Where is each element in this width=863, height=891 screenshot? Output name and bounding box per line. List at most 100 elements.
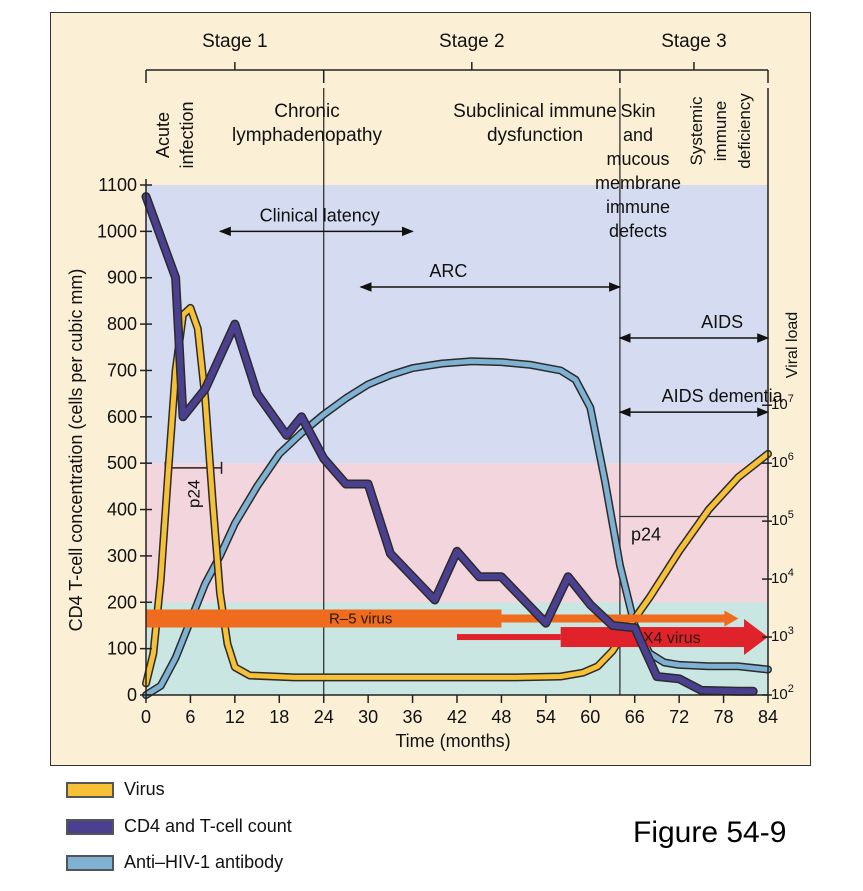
phase-label-acute-infection-line-1: infection	[177, 101, 197, 168]
y-tick-label-10: 1000	[97, 221, 137, 241]
y-tick-label-8: 800	[107, 314, 137, 334]
range-label-2: AIDS	[701, 312, 743, 332]
x-tick-label-13: 78	[714, 707, 734, 727]
phase-label-skin-mucous-line-5: defects	[609, 221, 667, 241]
x-tick-label-5: 30	[358, 707, 378, 727]
figure-label: Figure 54-9	[633, 816, 787, 849]
p24-late-label: p24	[631, 525, 661, 545]
y2-tick-exp-1: 3	[788, 625, 794, 637]
phase-label-systemic-line-0: Systemic	[687, 96, 706, 165]
range-label-3: AIDS dementia	[662, 386, 784, 406]
y2-tick-exp-4: 6	[788, 451, 794, 463]
legend-swatch-cd4	[66, 818, 114, 835]
phase-label-chronic-lymphadenopathy-line-0: Chronic	[274, 101, 339, 122]
range-label-1: ARC	[429, 261, 467, 281]
background-band-1	[146, 463, 768, 603]
x-tick-label-11: 66	[625, 707, 645, 727]
y2-tick-label-5: 107	[771, 393, 794, 413]
r5-virus-label: R–5 virus	[329, 611, 392, 628]
range-label-0: Clinical latency	[260, 205, 380, 225]
x4-arrow-tail	[457, 634, 561, 641]
y2-tick-exp-5: 7	[788, 393, 794, 405]
y-tick-label-11: 1100	[98, 175, 137, 195]
y-axis-label: CD4 T-cell concentration (cells per cubi…	[66, 269, 86, 632]
virus-arrow-0: R–5 virus	[146, 609, 739, 628]
y2-axis-label-group: Viral load	[784, 312, 801, 378]
stage-label-2: Stage 3	[661, 31, 727, 52]
y-tick-label-6: 600	[107, 407, 137, 427]
y2-tick-base-3: 10	[771, 512, 788, 529]
phase-label-systemic-line-2: deficiency	[735, 93, 754, 169]
x4-arrow-body	[560, 627, 746, 648]
phase-label-subclinical: Subclinical immune dysfunction	[453, 101, 617, 146]
x-tick-label-0: 0	[141, 707, 151, 727]
y-axis-label-group: CD4 T-cell concentration (cells per cubi…	[66, 269, 86, 632]
x-axis-label: Time (months)	[395, 731, 510, 751]
r5-arrow-body	[146, 609, 502, 628]
phase-label-skin-mucous: Skin and mucous membrane immune defects	[595, 101, 681, 241]
y2-tick-base-1: 10	[771, 628, 788, 645]
y2-tick-label-0: 102	[771, 683, 794, 703]
y-tick-label-1: 100	[107, 639, 137, 659]
series-line-cd4	[143, 193, 757, 695]
y-tick-label-4: 400	[107, 500, 137, 520]
p24-early-group: p24	[184, 480, 203, 508]
legend-label-antibody: Anti–HIV-1 antibody	[124, 852, 284, 872]
x-tick-label-10: 60	[580, 707, 600, 727]
x4-virus-label: X4 virus	[643, 630, 701, 647]
hiv-progression-chart: Stage 1 Stage 2 Stage 3 Acute infection Chron…	[66, 31, 801, 751]
y-tick-label-9: 900	[107, 268, 137, 288]
y-tick-label-0: 0	[127, 685, 137, 705]
legend-item-antibody: Anti–HIV-1 antibody	[66, 852, 283, 873]
y2-tick-base-4: 10	[771, 454, 788, 471]
y2-tick-label-3: 105	[771, 509, 794, 529]
x-tick-label-1: 6	[185, 707, 195, 727]
y-tick-label-2: 200	[107, 592, 137, 612]
x-tick-label-8: 48	[491, 707, 511, 727]
virus-arrow-1: X4 virus	[457, 619, 768, 656]
phase-label-skin-mucous-line-3: membrane	[595, 173, 681, 193]
phase-label-skin-mucous-line-2: mucous	[606, 149, 669, 169]
y-tick-label-7: 700	[107, 360, 137, 380]
legend-label-virus: Virus	[124, 779, 165, 799]
x-tick-label-6: 36	[403, 707, 423, 727]
stage-label-0: Stage 1	[202, 31, 268, 52]
legend-item-cd4: CD4 and T-cell count	[66, 816, 292, 837]
legend-swatch-antibody	[66, 854, 114, 871]
phase-label-chronic-lymphadenopathy: Chronic lymphadenopathy	[232, 101, 382, 146]
x-tick-label-9: 54	[536, 707, 556, 727]
legend-label-cd4: CD4 and T-cell count	[124, 816, 292, 836]
phase-label-skin-mucous-line-4: immune	[606, 197, 670, 217]
phase-label-skin-mucous-line-0: Skin	[620, 101, 655, 121]
x4-arrow-head	[744, 619, 768, 656]
x-tick-label-12: 72	[669, 707, 689, 727]
y2-tick-base-2: 10	[771, 570, 788, 587]
x-tick-label-14: 84	[758, 707, 778, 727]
phase-label-systemic-line-1: immune	[711, 101, 730, 161]
y2-tick-label-2: 104	[771, 567, 794, 587]
y2-tick-label-4: 106	[771, 451, 794, 471]
legend-swatch-virus	[66, 781, 114, 798]
y2-tick-base-0: 10	[771, 686, 788, 703]
x-tick-label-7: 42	[447, 707, 467, 727]
y2-tick-base-5: 10	[771, 396, 788, 413]
phase-label-subclinical-line-1: dysfunction	[487, 125, 583, 146]
r5-arrow-tail	[501, 614, 727, 623]
y-tick-label-3: 300	[107, 546, 137, 566]
legend-item-virus: Virus	[66, 779, 165, 800]
phase-label-chronic-lymphadenopathy-line-1: lymphadenopathy	[232, 125, 382, 146]
stage-label-1: Stage 2	[439, 31, 505, 52]
x-tick-label-3: 18	[269, 707, 289, 727]
phase-label-acute-infection: Acute infection	[153, 101, 197, 168]
x-tick-label-2: 12	[225, 707, 245, 727]
y2-axis-label: Viral load	[784, 312, 801, 378]
x-tick-label-4: 24	[314, 707, 334, 727]
phase-label-subclinical-line-0: Subclinical immune	[453, 101, 617, 122]
y2-tick-label-1: 103	[771, 625, 794, 645]
y2-tick-exp-3: 5	[788, 509, 794, 521]
r5-arrow-head	[724, 610, 739, 627]
y2-tick-exp-0: 2	[788, 683, 794, 695]
y2-tick-exp-2: 4	[788, 567, 794, 579]
chart-frame: Stage 1 Stage 2 Stage 3 Acute infection Chron…	[50, 12, 811, 766]
phase-label-systemic: Systemic immune deficiency	[687, 93, 754, 169]
